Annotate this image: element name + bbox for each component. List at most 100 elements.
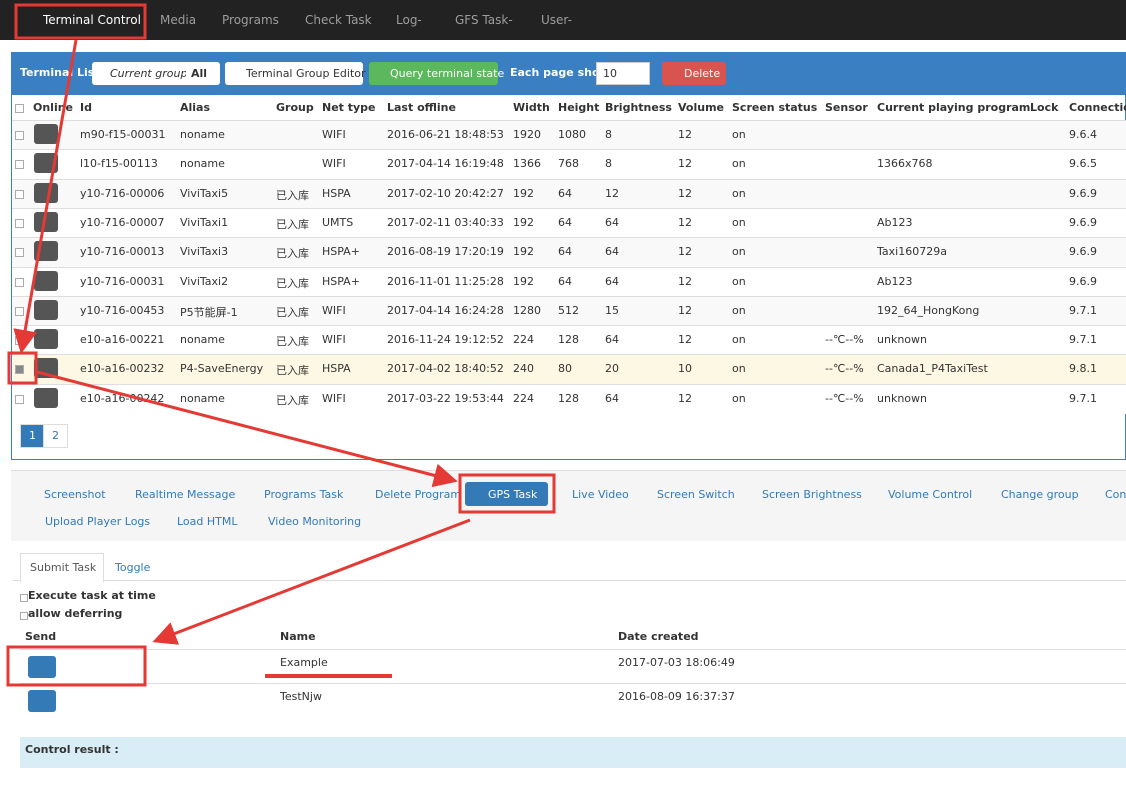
group-editor-btn[interactable] xyxy=(225,62,363,85)
cell: 64 xyxy=(605,215,619,229)
nav-link[interactable]: User- xyxy=(541,13,572,27)
task-name: TestNjw xyxy=(280,690,322,703)
cell: unknown xyxy=(877,391,927,405)
group-select[interactable] xyxy=(92,62,220,85)
cell: 64 xyxy=(605,391,619,405)
cell: on xyxy=(732,303,746,317)
cell: 64 xyxy=(558,215,572,229)
action-link[interactable]: Screenshot xyxy=(44,488,106,501)
option-checkbox[interactable] xyxy=(20,594,28,602)
nav-link-active[interactable]: Terminal Control xyxy=(43,13,141,27)
cell: 12 xyxy=(678,215,692,229)
action-link[interactable]: Con xyxy=(1105,488,1126,501)
row-checkbox[interactable] xyxy=(15,248,24,258)
action-link[interactable]: Change group xyxy=(1001,488,1079,501)
action-link[interactable]: Realtime Message xyxy=(135,488,236,501)
column-header: Screen status xyxy=(732,101,818,114)
action-link[interactable]: Programs Task xyxy=(264,488,344,501)
offline-icon xyxy=(34,299,58,320)
header-checkbox[interactable] xyxy=(15,104,24,113)
tab[interactable]: Submit Task xyxy=(30,561,97,574)
option-checkbox[interactable] xyxy=(20,612,28,620)
column-header: Online xyxy=(33,101,74,114)
row-checkbox[interactable] xyxy=(15,394,24,404)
cell: on xyxy=(732,157,746,171)
row-checkbox[interactable] xyxy=(15,336,24,346)
control-result: Control result : xyxy=(25,743,119,756)
send-button[interactable] xyxy=(28,690,56,712)
cell: 9.8.1 xyxy=(1069,362,1097,376)
action-link[interactable]: GPS Task xyxy=(488,488,538,501)
nav-link[interactable]: Log- xyxy=(396,13,422,27)
offline-icon xyxy=(34,329,58,350)
page-link[interactable]: 2 xyxy=(43,424,68,448)
cell: 9.6.9 xyxy=(1069,186,1097,200)
row-checkbox[interactable] xyxy=(15,306,24,316)
cell: 2017-02-11 03:40:33 xyxy=(387,215,504,229)
row-checkbox[interactable] xyxy=(15,277,24,287)
column-header: Connection xyxy=(1069,101,1126,114)
action-link[interactable]: Live Video xyxy=(572,488,629,501)
task-date: 2017-07-03 18:06:49 xyxy=(618,656,735,669)
column-header: Height xyxy=(558,101,600,114)
task-date: 2016-08-09 16:37:37 xyxy=(618,690,735,703)
cell: 224 xyxy=(513,391,534,405)
action-link[interactable]: Screen Brightness xyxy=(762,488,862,501)
cell: 2016-11-24 19:12:52 xyxy=(387,333,504,347)
action-link[interactable]: Upload Player Logs xyxy=(45,515,151,528)
table-row xyxy=(12,237,1126,268)
row-checkbox[interactable] xyxy=(15,189,24,199)
cell: noname xyxy=(180,128,225,141)
nav-link[interactable]: Check Task xyxy=(305,13,372,27)
cell: Ab123 xyxy=(877,215,913,229)
nav-link[interactable]: Media xyxy=(160,13,197,27)
table-row xyxy=(12,325,1126,356)
delete-btn[interactable] xyxy=(662,62,726,85)
cell: 10 xyxy=(678,362,692,376)
navbar xyxy=(0,0,1126,40)
nav-link[interactable]: GFS Task- xyxy=(455,13,513,27)
cell: 已入库 xyxy=(276,217,309,231)
row-checkbox[interactable] xyxy=(15,160,24,170)
action-link[interactable]: Screen Switch xyxy=(657,488,735,501)
cell: 192 xyxy=(513,274,534,288)
offline-icon xyxy=(34,270,58,291)
row-checkbox[interactable] xyxy=(15,131,24,140)
cell: 80 xyxy=(558,362,572,376)
action-link[interactable]: Load HTML xyxy=(177,515,238,528)
cell: HSPA+ xyxy=(322,245,360,259)
cell: 9.7.1 xyxy=(1069,391,1097,405)
cell: 64 xyxy=(605,333,619,347)
query-btn[interactable] xyxy=(369,62,498,85)
cell: 768 xyxy=(558,157,579,171)
task-header: Date created xyxy=(618,630,699,643)
task-header: Name xyxy=(280,630,316,643)
cell: 8 xyxy=(605,157,612,171)
cell: 1366x768 xyxy=(877,157,933,171)
table-row xyxy=(12,207,1126,238)
action-link[interactable]: Video Monitoring xyxy=(268,515,362,528)
page-show-input[interactable]: 10 xyxy=(596,62,650,85)
column-header: Lock xyxy=(1030,101,1059,114)
cell: ViviTaxi5 xyxy=(180,186,229,200)
cell: on xyxy=(732,245,746,259)
page-link-active[interactable]: 1 xyxy=(20,424,45,448)
cell: --℃--% xyxy=(825,362,864,376)
tab-active-bg xyxy=(20,553,104,583)
action-link[interactable]: Volume Control xyxy=(888,488,973,501)
column-header: Width xyxy=(513,101,550,114)
cell: on xyxy=(732,128,746,141)
send-button[interactable] xyxy=(28,656,56,678)
column-header: Group xyxy=(276,101,314,114)
cell: 12 xyxy=(605,186,619,200)
tab[interactable]: Toggle xyxy=(115,561,151,574)
cell: WIFI xyxy=(322,333,346,347)
cell: 9.6.9 xyxy=(1069,245,1097,259)
cell: on xyxy=(732,333,746,347)
action-link[interactable]: Delete Program xyxy=(375,488,462,501)
nav-link[interactable]: Programs xyxy=(222,13,279,27)
row-checkbox[interactable] xyxy=(15,365,24,375)
cell: HSPA xyxy=(322,362,351,376)
task-row-line xyxy=(20,683,1126,684)
row-checkbox[interactable] xyxy=(15,218,24,228)
